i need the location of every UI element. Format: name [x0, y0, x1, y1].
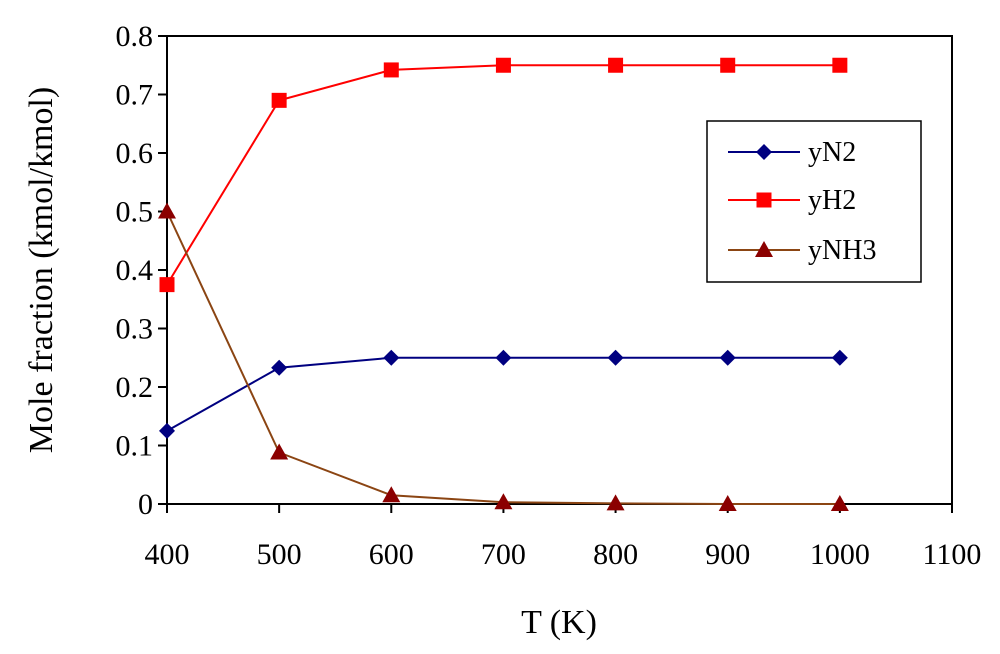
y-tick-label: 0	[138, 488, 153, 521]
data-point	[495, 349, 512, 366]
y-tick-label: 0.2	[116, 371, 154, 404]
series-yN2	[159, 349, 848, 439]
data-point	[832, 57, 848, 73]
y-tick-label: 0.3	[116, 313, 154, 346]
x-tick-label: 800	[593, 538, 638, 571]
legend-marker	[756, 192, 772, 208]
x-tick-label: 400	[145, 538, 190, 571]
legend-entry-yNH3: yNH3	[728, 235, 876, 266]
legend-label: yNH3	[808, 235, 876, 266]
legend-marker	[755, 241, 773, 257]
data-point	[608, 57, 624, 73]
x-tick-label: 900	[705, 538, 750, 571]
y-tick-label: 0.5	[116, 196, 154, 229]
data-point	[719, 349, 736, 366]
series-yH2	[159, 57, 848, 293]
x-tick-label: 500	[257, 538, 302, 571]
legend-entry-yH2: yH2	[728, 185, 856, 216]
y-axis-title: Mole fraction (kmol/kmol)	[23, 87, 60, 453]
y-axis-ticks: 0 0.1 0.2 0.3 0.4 0.5 0.6 0.7 0.8	[116, 20, 167, 521]
y-tick-label: 0.1	[116, 430, 154, 463]
data-point	[383, 349, 400, 366]
x-tick-label: 1100	[923, 538, 982, 571]
x-axis-ticks: 400 500 600 700 800 900 1000 1100	[145, 504, 982, 571]
data-point	[270, 443, 289, 460]
y-tick-label: 0.7	[116, 79, 154, 112]
data-point	[158, 202, 176, 219]
data-point	[606, 494, 625, 511]
data-point	[718, 495, 737, 511]
y-tick-label: 0.4	[116, 254, 154, 287]
legend-box	[706, 120, 922, 283]
data-point	[831, 349, 848, 366]
legend-marker	[756, 144, 772, 160]
data-point	[382, 486, 401, 503]
y-tick-label: 0.6	[116, 137, 154, 170]
legend-entry-yN2: yN2	[728, 137, 856, 168]
data-point	[271, 359, 288, 376]
data-point	[720, 57, 736, 73]
x-axis-title: T (K)	[521, 604, 597, 641]
data-point	[495, 57, 511, 73]
data-point	[830, 495, 849, 511]
x-tick-label: 1000	[810, 538, 870, 571]
series-layer	[158, 57, 849, 511]
x-tick-label: 600	[369, 538, 414, 571]
y-tick-label: 0.8	[116, 20, 154, 53]
series-yNH3	[158, 202, 849, 511]
legend-label: yH2	[808, 185, 856, 216]
data-point	[607, 349, 624, 366]
legend: yN2 yH2 yNH3	[706, 120, 922, 283]
legend-label: yN2	[808, 137, 856, 168]
data-point	[159, 422, 175, 439]
data-point	[383, 62, 399, 78]
data-point	[271, 92, 287, 108]
x-tick-label: 700	[481, 538, 526, 571]
data-point	[494, 493, 513, 510]
data-point	[159, 277, 175, 293]
